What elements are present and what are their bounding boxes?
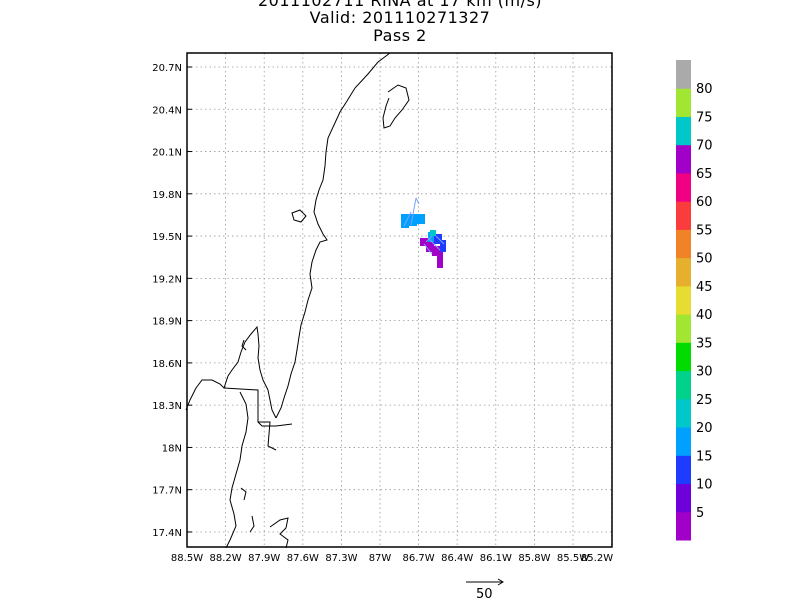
colorbar-label: 55 — [696, 223, 713, 238]
latitude-label: 19.8N — [152, 190, 182, 201]
latitude-label: 20.4N — [152, 105, 182, 116]
longitude-label: 87.6W — [287, 553, 319, 564]
latitude-label: 19.2N — [152, 274, 182, 285]
latitude-label: 18N — [162, 443, 182, 454]
colorbar-swatch — [676, 88, 691, 117]
longitude-label: 85.8W — [518, 553, 550, 564]
latitude-labels: 20.7N 20.4N 20.1N 19.8N 19.5N 19.2N 18.9N 18.6N… — [152, 63, 192, 539]
map-frame — [186, 52, 613, 548]
wind-cluster-south — [420, 230, 446, 268]
colorbar-swatch — [676, 455, 691, 485]
colorbar-swatch — [676, 229, 691, 259]
reference-vector-label: 50 — [476, 587, 493, 600]
latitude-label: 19.5N — [152, 232, 182, 243]
wind-data — [401, 197, 446, 268]
colorbar-label: 40 — [696, 308, 713, 323]
longitude-label: 87.3W — [325, 553, 357, 564]
colorbar-label: 70 — [696, 139, 713, 154]
colorbar-swatch — [676, 511, 691, 541]
gridlines — [186, 53, 612, 547]
colorbar-swatch — [676, 144, 691, 174]
reference-vector: 50 — [466, 578, 504, 600]
longitude-label: 86.7W — [403, 553, 435, 564]
colorbar-swatch — [676, 285, 691, 315]
colorbar-labels: 5 10 15 20 25 30 35 40 45 50 55 60 65 70 75 80 — [696, 82, 713, 521]
colorbar-label: 45 — [696, 280, 713, 295]
latitude-label: 17.7N — [152, 486, 182, 497]
colorbar — [676, 60, 691, 541]
longitude-label: 88.2W — [210, 553, 242, 564]
colorbar-label: 75 — [696, 110, 713, 125]
colorbar-label: 35 — [696, 336, 713, 351]
colorbar-swatch — [676, 60, 691, 89]
longitude-label: 86.1W — [480, 553, 512, 564]
longitude-label: 86.4W — [441, 553, 473, 564]
colorbar-swatch — [676, 314, 691, 343]
colorbar-label: 65 — [696, 167, 713, 182]
longitude-labels: 88.5W 88.2W 87.9W 87.6W 87.3W 87W 86.7W 86.4W 86… — [171, 553, 613, 564]
longitude-label: 88.5W — [171, 553, 203, 564]
title-line-2: Valid: 201110271327 — [309, 8, 491, 27]
colorbar-swatch — [676, 427, 691, 456]
longitude-label: 85.2W — [581, 553, 613, 564]
longitude-label: 87.9W — [248, 553, 280, 564]
colorbar-label: 60 — [696, 195, 713, 210]
latitude-label: 18.6N — [152, 359, 182, 370]
colorbar-swatch — [676, 116, 691, 146]
colorbar-swatch — [676, 342, 691, 372]
colorbar-swatch — [676, 257, 691, 287]
latitude-label: 20.1N — [152, 148, 182, 159]
colorbar-swatch — [676, 201, 691, 230]
colorbar-label: 50 — [696, 252, 713, 267]
longitude-label: 85.5W — [557, 553, 589, 564]
colorbar-label: 25 — [696, 393, 713, 408]
colorbar-label: 5 — [696, 506, 704, 521]
colorbar-label: 30 — [696, 365, 713, 380]
latitude-label: 18.9N — [152, 317, 182, 328]
colorbar-swatch — [676, 370, 691, 400]
latitude-label: 18.3N — [152, 401, 182, 412]
colorbar-label: 20 — [696, 421, 713, 436]
colorbar-swatch — [676, 398, 691, 428]
latitude-label: 17.4N — [152, 528, 182, 539]
colorbar-swatch — [676, 483, 691, 513]
colorbar-label: 10 — [696, 478, 713, 493]
colorbar-swatch — [676, 172, 691, 202]
wind-cluster-north — [401, 197, 425, 228]
colorbar-label: 80 — [696, 82, 713, 97]
colorbar-label: 15 — [696, 449, 713, 464]
coastline — [185, 52, 410, 549]
longitude-label: 87W — [369, 553, 392, 564]
title-line-3: Pass 2 — [373, 26, 427, 45]
latitude-label: 20.7N — [152, 63, 182, 74]
title-line-1: 2011102711 RINA at 17 km (m/s) — [257, 0, 543, 10]
